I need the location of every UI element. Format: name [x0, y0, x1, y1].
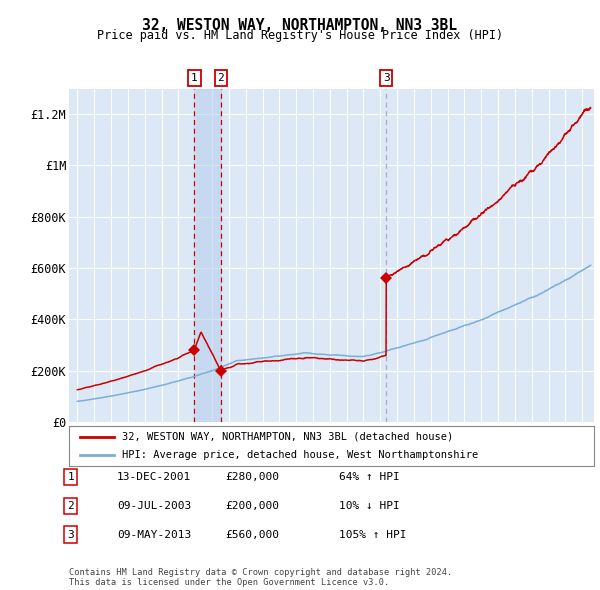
Text: 10% ↓ HPI: 10% ↓ HPI	[339, 501, 400, 510]
Text: £280,000: £280,000	[225, 472, 279, 481]
Text: HPI: Average price, detached house, West Northamptonshire: HPI: Average price, detached house, West…	[121, 450, 478, 460]
Text: 32, WESTON WAY, NORTHAMPTON, NN3 3BL: 32, WESTON WAY, NORTHAMPTON, NN3 3BL	[143, 18, 458, 32]
Text: 13-DEC-2001: 13-DEC-2001	[117, 472, 191, 481]
Text: £200,000: £200,000	[225, 501, 279, 510]
Text: 2: 2	[67, 501, 74, 510]
Text: 32, WESTON WAY, NORTHAMPTON, NN3 3BL (detached house): 32, WESTON WAY, NORTHAMPTON, NN3 3BL (de…	[121, 432, 453, 442]
Text: 105% ↑ HPI: 105% ↑ HPI	[339, 530, 407, 539]
Text: Contains HM Land Registry data © Crown copyright and database right 2024.
This d: Contains HM Land Registry data © Crown c…	[69, 568, 452, 587]
Bar	[194, 88, 221, 422]
Text: 3: 3	[383, 73, 389, 83]
Text: 09-JUL-2003: 09-JUL-2003	[117, 501, 191, 510]
Text: 2: 2	[217, 73, 224, 83]
Text: 1: 1	[191, 73, 198, 83]
Text: £560,000: £560,000	[225, 530, 279, 539]
Text: 1: 1	[67, 472, 74, 481]
Text: 64% ↑ HPI: 64% ↑ HPI	[339, 472, 400, 481]
Text: 3: 3	[67, 530, 74, 539]
Text: Price paid vs. HM Land Registry's House Price Index (HPI): Price paid vs. HM Land Registry's House …	[97, 30, 503, 42]
Text: 09-MAY-2013: 09-MAY-2013	[117, 530, 191, 539]
